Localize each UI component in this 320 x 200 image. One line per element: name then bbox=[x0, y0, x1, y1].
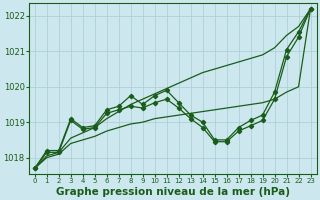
X-axis label: Graphe pression niveau de la mer (hPa): Graphe pression niveau de la mer (hPa) bbox=[56, 187, 290, 197]
